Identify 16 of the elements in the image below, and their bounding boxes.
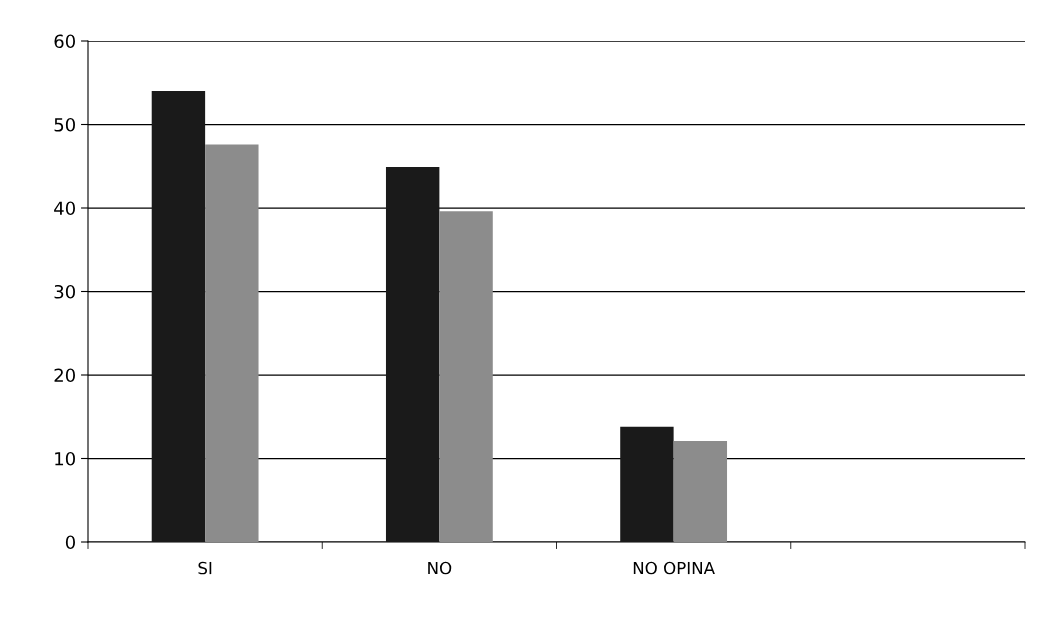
bar	[620, 426, 674, 542]
y-tick-label: 60	[54, 34, 75, 49]
bar	[673, 440, 728, 542]
bar	[439, 211, 493, 542]
y-tick-label: 10	[55, 451, 75, 466]
y-tick-label: 40	[54, 201, 75, 216]
y-tick-label: 20	[54, 368, 75, 383]
bar	[385, 167, 440, 542]
y-tick-label: 0	[65, 535, 75, 550]
x-tick-label: NO OPINA	[633, 561, 715, 575]
bar	[205, 144, 259, 542]
y-tick-label: 50	[54, 117, 75, 132]
x-tick-label: SI	[198, 561, 212, 575]
y-tick-label: 30	[54, 284, 75, 299]
x-tick-label: NO	[428, 561, 452, 575]
bar	[151, 91, 206, 542]
